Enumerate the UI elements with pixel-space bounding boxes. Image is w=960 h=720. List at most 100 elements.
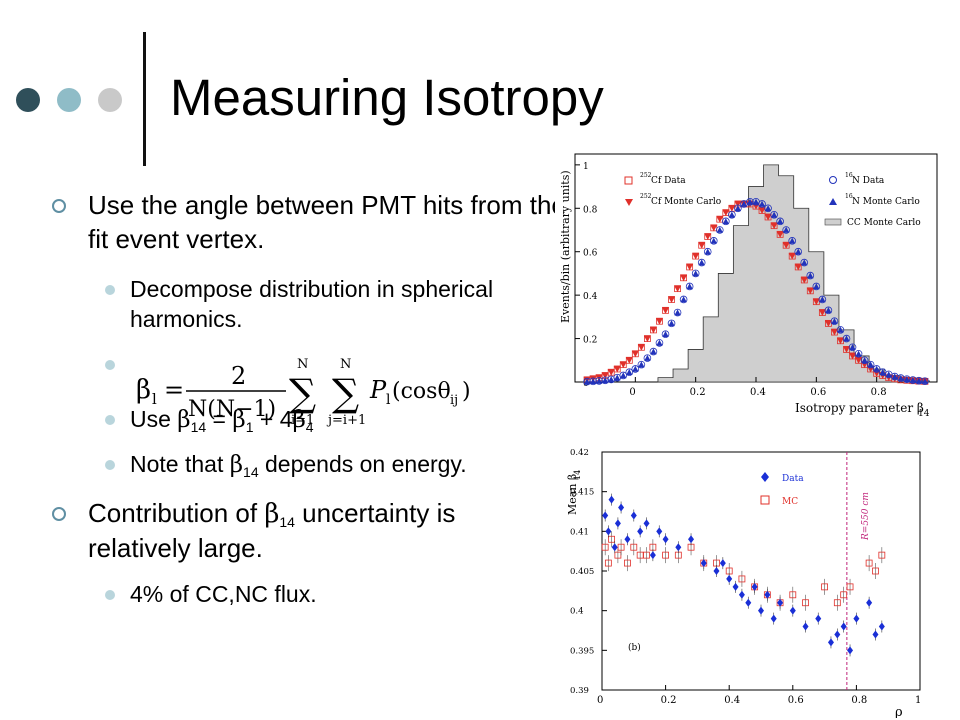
cf-mc-point bbox=[619, 361, 627, 369]
n-mc-point bbox=[740, 200, 748, 207]
chart1-y-tick-label: 0.2 bbox=[583, 336, 597, 346]
legend-cf-data-marker bbox=[624, 176, 633, 185]
cf-data-point bbox=[662, 306, 669, 314]
chart2-y-tick-label: 0.41 bbox=[570, 527, 589, 537]
n-mc-point bbox=[770, 211, 778, 218]
cf-mc-point bbox=[782, 242, 790, 249]
chart1-y-tick-label: 1 bbox=[583, 162, 589, 172]
n-mc-point bbox=[716, 226, 723, 233]
formula-sum-2-bottom: j=i+1 bbox=[326, 413, 366, 428]
chart2-frame bbox=[560, 440, 945, 718]
mean-beta-vs-rho-chart: 0 0.2 0.4 0.6 0.8 1 0.39 0.395 0.4 0.405 0.41 0.415… bbox=[560, 440, 945, 718]
chart2-y-tick-label: 0.42 bbox=[570, 448, 589, 458]
cf-data-point bbox=[806, 287, 814, 295]
chart1-xlabel-sub: 14 bbox=[918, 409, 930, 418]
legend-cc-mc-label: CC Monte Carlo bbox=[847, 218, 921, 228]
formula-sum-2: ∑ bbox=[332, 371, 359, 415]
legend-cc-mc-marker bbox=[824, 218, 842, 226]
cf-mc-point bbox=[601, 372, 609, 379]
formula-sum-2-top: N bbox=[340, 357, 351, 372]
cf-data-point bbox=[637, 343, 645, 351]
n-mc-point bbox=[644, 354, 651, 361]
cf-mc-point bbox=[734, 200, 742, 208]
data-point bbox=[872, 630, 879, 639]
n-data-point bbox=[703, 247, 712, 256]
data-point bbox=[719, 559, 726, 568]
beta-sub-4: 4 bbox=[305, 419, 314, 435]
n-data-point bbox=[824, 306, 833, 315]
cf-data-point bbox=[800, 276, 808, 284]
cf-mc-point bbox=[843, 346, 850, 353]
cf-mc-point bbox=[800, 276, 808, 284]
n-data-point bbox=[722, 217, 730, 226]
n-data-point bbox=[764, 204, 772, 213]
mc-point bbox=[872, 567, 879, 575]
n-mc-point bbox=[583, 378, 591, 385]
n-data-point bbox=[818, 295, 827, 304]
cf-mc-point bbox=[776, 231, 784, 238]
use-prefix: Use bbox=[130, 406, 178, 432]
mc-point bbox=[738, 575, 746, 583]
n-data-point bbox=[679, 295, 688, 304]
data-point bbox=[738, 590, 745, 599]
cf-data-point bbox=[625, 356, 633, 364]
n-mc-point bbox=[776, 218, 784, 225]
data-point bbox=[700, 559, 707, 568]
bullet-2-suffix: uncertainty is relatively large. bbox=[88, 498, 456, 563]
ring-bullet-icon bbox=[52, 507, 66, 521]
data-point bbox=[726, 574, 733, 583]
cf-mc-point bbox=[836, 337, 844, 345]
sub-bullet-flux: 4% of CC,NC flux. bbox=[48, 579, 548, 609]
dot-bullet-icon bbox=[105, 285, 115, 295]
data-point bbox=[602, 511, 609, 520]
chart1-xlabel: Isotropy parameter β bbox=[795, 401, 924, 415]
n-mc-point bbox=[704, 248, 711, 255]
chart2-legend: Data MC bbox=[760, 472, 804, 507]
data-point bbox=[764, 590, 771, 599]
legend-cf-data-label: Cf Data bbox=[651, 176, 686, 186]
chart1-x-tick-label: 0.4 bbox=[750, 387, 766, 398]
bullet-1-text: Use the angle between PMT hits from the … bbox=[88, 190, 566, 254]
n-data-point bbox=[661, 330, 670, 339]
n-mc-point bbox=[722, 218, 730, 225]
n-mc-point bbox=[710, 237, 717, 244]
n-mc-point bbox=[674, 309, 681, 316]
chart2-annotation: R=550 cm bbox=[861, 492, 871, 541]
beta-symbol: β bbox=[232, 407, 246, 433]
n-data-point bbox=[854, 349, 863, 358]
cf-data-point bbox=[776, 230, 784, 238]
cf-data-point bbox=[788, 252, 796, 260]
n-data-point bbox=[758, 200, 766, 208]
n-mc-point bbox=[819, 296, 826, 303]
chart2-panel-label: (b) bbox=[628, 642, 641, 653]
chart2-x-tick-label: 0.2 bbox=[661, 695, 677, 706]
n-mc-point bbox=[897, 374, 904, 381]
n-data-point bbox=[601, 376, 609, 385]
formula-lhs-sub: l bbox=[152, 390, 157, 408]
n-data-point bbox=[806, 271, 815, 280]
chart2-x-tick-label: 1 bbox=[915, 695, 921, 706]
cf-mc-point bbox=[631, 350, 639, 358]
formula-lhs: β bbox=[136, 375, 151, 405]
data-point bbox=[758, 606, 764, 615]
chart2-x-tick-label: 0.4 bbox=[724, 695, 740, 706]
n-data-point bbox=[842, 334, 851, 343]
cf-mc-point bbox=[637, 344, 645, 351]
cf-mc-point bbox=[668, 296, 676, 303]
chart2-y-tick-label: 0.4 bbox=[570, 607, 584, 617]
legend-n-data-label: N Data bbox=[852, 176, 885, 186]
chart2-y-tick-label: 0.39 bbox=[570, 686, 589, 696]
n-mc-point bbox=[614, 374, 621, 381]
n-mc-point bbox=[921, 377, 929, 384]
n-data-point bbox=[667, 319, 676, 328]
n-mc-point bbox=[843, 335, 850, 342]
dot-bullet-icon bbox=[105, 460, 115, 470]
cf-mc-point bbox=[849, 352, 857, 360]
n-mc-point bbox=[867, 361, 874, 368]
chart1-x-tick-label: 0.8 bbox=[871, 387, 887, 398]
cf-mc-point bbox=[764, 213, 772, 221]
cf-mc-point bbox=[686, 263, 694, 271]
n-mc-point bbox=[861, 357, 868, 364]
beta-symbol: β bbox=[177, 407, 191, 433]
n-mc-point bbox=[632, 365, 639, 372]
